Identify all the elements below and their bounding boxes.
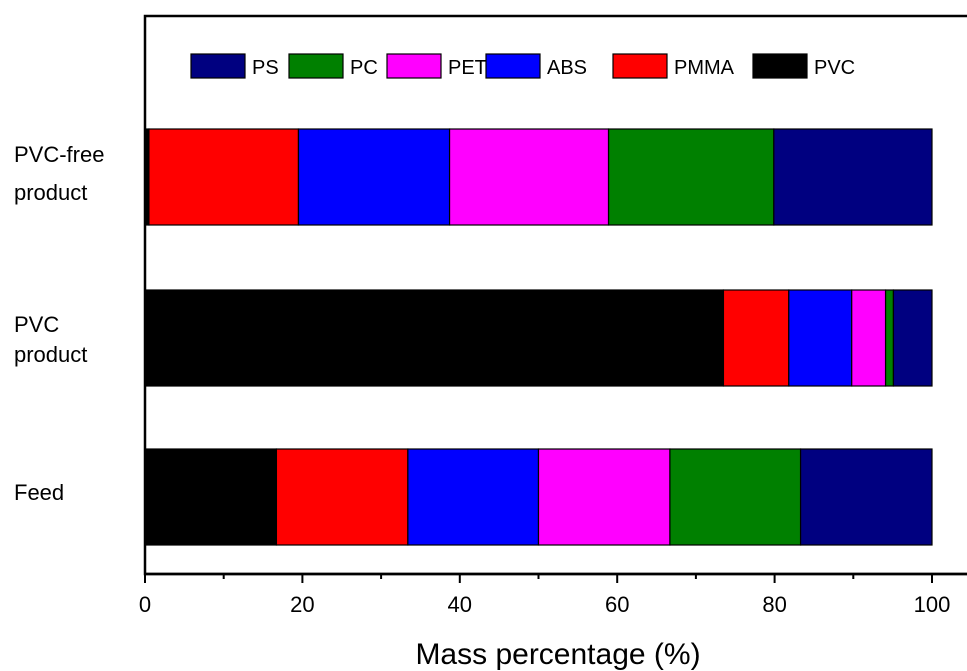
bar-segment-ps-row-2	[799, 448, 933, 546]
bar-segment-pc-row-2	[669, 448, 802, 546]
legend-swatch-abs	[485, 53, 541, 79]
bar-segment-pet-row-1	[851, 289, 887, 387]
legend-swatch-pet	[386, 53, 442, 79]
x-axis: 0 20 40 60 80 100	[139, 572, 967, 617]
bar-segment-pet-row-0	[448, 128, 610, 226]
category-label: product	[14, 180, 87, 205]
bar-segment-abs-row-1	[788, 289, 853, 387]
x-tick-label: 60	[605, 592, 629, 617]
x-tick-label: 80	[762, 592, 786, 617]
bar-segment-pmma-row-2	[275, 448, 409, 546]
category-label: PVC-free	[14, 142, 104, 167]
category-label: Feed	[14, 480, 64, 505]
legend-label-pmma: PMMA	[674, 57, 735, 79]
bar-segment-pc-row-0	[607, 128, 775, 226]
legend-label-pc: PC	[350, 57, 378, 79]
x-tick-label: 20	[290, 592, 314, 617]
legend-label-abs: ABS	[547, 57, 587, 79]
legend-swatch-pmma	[612, 53, 668, 79]
category-labels: PVC-free product PVC product Feed	[14, 142, 104, 505]
legend-swatch-pvc	[752, 53, 808, 79]
x-tick-label: 0	[139, 592, 151, 617]
legend-label-ps: PS	[252, 57, 279, 79]
bar-segment-abs-row-0	[297, 128, 451, 226]
legend-swatch-pc	[288, 53, 344, 79]
legend-swatch-ps	[190, 53, 246, 79]
bar-segment-ps-row-0	[773, 128, 933, 226]
legend: PS PC PET ABS PMMA PVC	[190, 53, 855, 79]
legend-label-pvc: PVC	[814, 57, 855, 79]
bar-segment-pc-row-1	[884, 289, 895, 387]
bars-layer	[144, 128, 933, 546]
category-label: product	[14, 342, 87, 367]
category-label: PVC	[14, 312, 59, 337]
bar-segment-abs-row-2	[407, 448, 540, 546]
legend-label-pet: PET	[448, 57, 487, 79]
bar-segment-pmma-row-0	[148, 128, 300, 226]
bar-segment-pvc-row-1	[144, 289, 725, 387]
x-tick-label: 40	[448, 592, 472, 617]
x-tick-label: 100	[914, 592, 951, 617]
bar-segment-pet-row-2	[537, 448, 671, 546]
x-axis-title: Mass percentage (%)	[415, 638, 700, 671]
bar-segment-pvc-row-2	[144, 448, 278, 546]
bar-segment-ps-row-1	[892, 289, 933, 387]
bar-segment-pmma-row-1	[722, 289, 790, 387]
